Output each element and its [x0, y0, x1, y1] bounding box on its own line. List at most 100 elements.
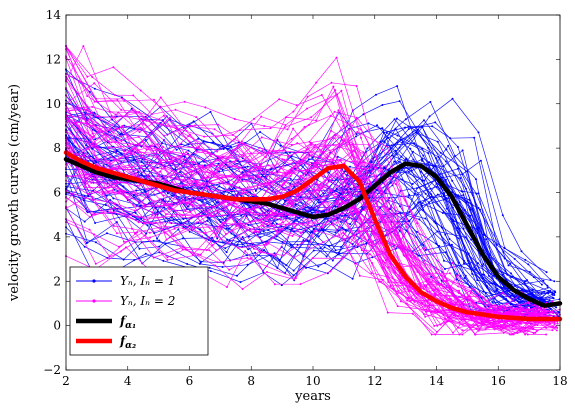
curve-marker — [476, 279, 479, 282]
curve-marker — [162, 114, 165, 117]
curve-marker — [88, 228, 91, 231]
curve-marker — [383, 140, 386, 143]
curve-marker — [355, 262, 358, 265]
curve-marker — [459, 177, 462, 180]
curve-marker — [163, 134, 165, 137]
curve-marker — [416, 222, 419, 225]
curve-marker — [481, 264, 484, 267]
curve-marker — [313, 161, 316, 164]
curve-marker — [475, 327, 478, 330]
curve-marker — [327, 171, 330, 174]
curve-marker — [333, 217, 336, 220]
x-tick-label: 16 — [491, 374, 506, 388]
curve-marker — [551, 293, 554, 296]
curve-marker — [162, 205, 165, 207]
curve-marker — [289, 184, 292, 187]
curve-marker — [132, 194, 135, 197]
curve-marker — [139, 126, 142, 129]
curve-marker — [545, 271, 548, 274]
curve-marker — [305, 148, 308, 151]
curve-marker — [164, 242, 167, 245]
y-tick-label: 12 — [46, 52, 61, 66]
curve-marker — [329, 158, 332, 161]
curve-marker — [419, 285, 422, 288]
curve-marker — [485, 321, 488, 323]
curve-marker — [422, 313, 425, 315]
curve-marker — [293, 225, 296, 228]
curve-marker — [168, 116, 171, 119]
curve-marker — [82, 45, 85, 48]
curve-marker — [451, 179, 454, 182]
curve-marker — [137, 135, 140, 138]
curve-marker — [415, 131, 418, 134]
curve-marker — [413, 300, 416, 303]
curve-marker — [336, 202, 339, 205]
curve-marker — [555, 329, 558, 332]
curve-marker — [355, 116, 358, 119]
curve-marker — [113, 188, 116, 191]
curve-marker — [331, 158, 334, 161]
curve-marker — [377, 235, 380, 238]
curve-marker — [359, 170, 362, 173]
x-tick-label: 12 — [367, 374, 382, 388]
curve-marker — [180, 174, 183, 177]
curve-marker — [127, 145, 130, 147]
curve-marker — [500, 326, 502, 329]
curve-marker — [381, 266, 384, 269]
curve-marker — [93, 233, 96, 236]
curve-marker — [115, 232, 118, 235]
curve-marker — [217, 225, 220, 228]
curve-marker — [94, 138, 97, 141]
curve-marker — [259, 131, 262, 133]
curve-marker — [265, 175, 268, 178]
curve-marker — [280, 212, 283, 215]
curve-marker — [179, 171, 182, 174]
curve-marker — [458, 289, 461, 292]
curve-marker — [409, 299, 412, 302]
curve-marker — [280, 284, 283, 287]
curve-marker — [336, 155, 339, 158]
curve-marker — [123, 124, 126, 127]
curve-marker — [427, 146, 430, 149]
curve-marker — [262, 171, 265, 174]
curve-marker — [273, 254, 276, 257]
curve-marker — [242, 154, 245, 157]
curve-marker — [416, 187, 418, 190]
curve-marker — [166, 226, 169, 229]
curve-marker — [269, 127, 272, 130]
curve-marker — [140, 232, 143, 234]
curve-marker — [150, 113, 153, 116]
curve-marker — [224, 176, 227, 179]
curve-marker — [162, 194, 165, 197]
curve-marker — [239, 222, 242, 225]
curve-marker — [345, 144, 348, 147]
curve-marker — [275, 235, 278, 238]
curve-marker — [423, 179, 426, 182]
curve-marker — [279, 144, 282, 147]
curve-marker — [216, 150, 219, 153]
curve-marker — [93, 87, 96, 90]
curve-marker — [118, 207, 121, 210]
curve-marker — [553, 294, 556, 296]
curve-marker — [215, 174, 218, 177]
curve-marker — [259, 251, 261, 254]
curve-marker — [415, 293, 418, 296]
curve-marker — [267, 164, 270, 167]
curve-marker — [212, 186, 215, 189]
curve-marker — [433, 220, 436, 223]
curve-marker — [91, 195, 94, 198]
curve-marker — [145, 148, 148, 151]
curve-marker — [257, 165, 260, 168]
curve-marker — [259, 236, 262, 239]
curve-marker — [424, 315, 427, 318]
curve-marker — [452, 331, 454, 334]
curve-marker — [292, 161, 295, 163]
curve-marker — [436, 140, 439, 143]
curve-marker — [134, 211, 137, 214]
curve-marker — [406, 299, 409, 302]
curve-marker — [153, 232, 156, 235]
curve-marker — [198, 262, 201, 265]
curve-marker — [228, 203, 231, 206]
curve-marker — [341, 139, 344, 142]
curve-marker — [156, 211, 159, 214]
